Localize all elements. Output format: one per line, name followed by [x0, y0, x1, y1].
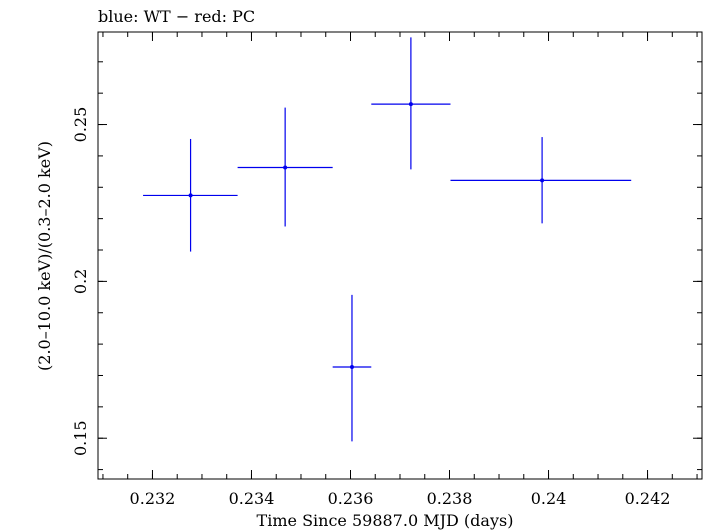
y-tick-label: 0.25: [71, 107, 90, 143]
data-point: [332, 294, 372, 442]
y-tick-label: 0.15: [71, 420, 90, 456]
point-marker: [349, 365, 354, 370]
x-tick-label: 0.242: [625, 489, 671, 508]
data-point: [237, 107, 333, 227]
point-marker: [408, 102, 413, 107]
data-point: [371, 37, 451, 170]
point-marker: [283, 165, 288, 170]
axis-ticks: [98, 32, 702, 479]
x-tick-label: 0.24: [531, 489, 567, 508]
x-tick-label: 0.238: [427, 489, 473, 508]
y-tick-label: 0.2: [71, 269, 90, 294]
data-point: [450, 137, 632, 224]
x-tick-label: 0.236: [328, 489, 374, 508]
data-point: [143, 138, 238, 252]
y-axis-label: (2.0–10.0 keV)/(0.3–2.0 keV): [35, 141, 54, 371]
chart-title: blue: WT − red: PC: [98, 7, 255, 26]
plot-frame: [97, 31, 703, 480]
x-tick-labels: 0.232 0.234 0.236 0.238 0.24 0.242: [130, 489, 671, 508]
x-axis-label: Time Since 59887.0 MJD (days): [257, 511, 514, 530]
y-tick-labels: 0.15 0.2 0.25: [71, 107, 90, 456]
data-series: [143, 37, 632, 442]
x-tick-label: 0.232: [130, 489, 176, 508]
x-tick-label: 0.234: [229, 489, 275, 508]
point-marker: [188, 193, 193, 198]
point-marker: [540, 178, 545, 183]
